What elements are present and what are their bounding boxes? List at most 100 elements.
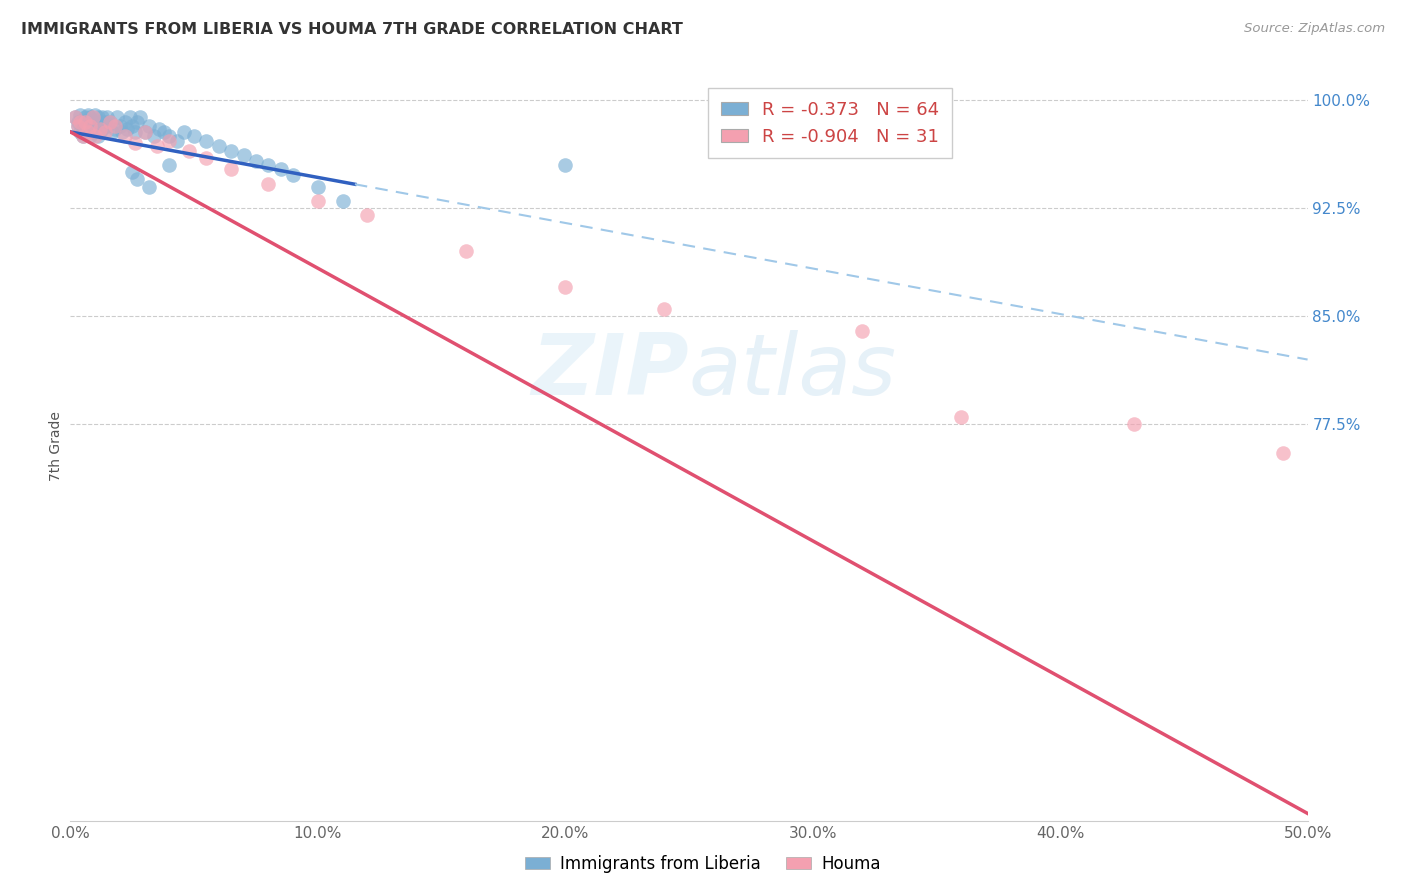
Point: [219, 144, 242, 158]
Point: [157, 134, 180, 148]
Point: [195, 151, 218, 165]
Point: [281, 168, 304, 182]
Point: [127, 115, 149, 129]
Point: [72, 129, 94, 144]
Point: [124, 136, 146, 151]
Point: [1271, 446, 1294, 460]
Point: [89, 122, 111, 136]
Point: [153, 125, 176, 139]
Point: [245, 153, 267, 168]
Point: [219, 162, 242, 177]
Point: [118, 111, 141, 125]
Point: [121, 165, 143, 179]
Legend: Immigrants from Liberia, Houma: Immigrants from Liberia, Houma: [519, 848, 887, 880]
Point: [257, 177, 280, 191]
Point: [101, 125, 124, 139]
Point: [65, 111, 87, 125]
Point: [1123, 417, 1146, 432]
Point: [115, 122, 138, 136]
Point: [82, 115, 104, 129]
Point: [84, 129, 107, 144]
Point: [79, 129, 101, 144]
Point: [134, 125, 156, 139]
Point: [138, 179, 160, 194]
Point: [104, 119, 127, 133]
Point: [307, 179, 329, 194]
Point: [148, 122, 170, 136]
Point: [94, 125, 117, 139]
Point: [456, 244, 478, 259]
Point: [89, 115, 111, 129]
Point: [114, 129, 136, 144]
Point: [111, 125, 134, 139]
Point: [76, 122, 98, 136]
Point: [69, 115, 91, 129]
Point: [98, 115, 121, 129]
Point: [76, 107, 98, 121]
Point: [124, 125, 146, 139]
Point: [66, 119, 89, 133]
Point: [108, 119, 131, 133]
Y-axis label: 7th Grade: 7th Grade: [49, 411, 63, 481]
Point: [105, 111, 128, 125]
Point: [66, 119, 89, 133]
Point: [65, 111, 87, 125]
Point: [104, 122, 127, 136]
Point: [82, 111, 104, 125]
Point: [72, 115, 94, 129]
Point: [356, 209, 378, 223]
Point: [134, 125, 156, 139]
Point: [195, 134, 218, 148]
Point: [127, 172, 149, 186]
Point: [76, 125, 98, 139]
Point: [307, 194, 329, 208]
Point: [91, 122, 114, 136]
Point: [94, 115, 117, 129]
Text: Source: ZipAtlas.com: Source: ZipAtlas.com: [1244, 22, 1385, 36]
Point: [652, 302, 675, 317]
Point: [72, 122, 94, 136]
Point: [75, 111, 97, 125]
Point: [332, 194, 354, 208]
Point: [257, 158, 280, 172]
Point: [128, 111, 150, 125]
Point: [89, 125, 111, 139]
Point: [69, 125, 91, 139]
Point: [84, 119, 107, 133]
Point: [79, 111, 101, 125]
Point: [96, 119, 118, 133]
Point: [143, 129, 166, 144]
Point: [166, 134, 188, 148]
Point: [851, 324, 873, 338]
Point: [177, 144, 200, 158]
Point: [96, 111, 118, 125]
Point: [183, 129, 205, 144]
Point: [75, 119, 97, 133]
Point: [79, 119, 101, 133]
Point: [157, 129, 180, 144]
Point: [554, 158, 576, 172]
Text: ZIP: ZIP: [531, 329, 689, 413]
Point: [232, 148, 254, 162]
Point: [554, 280, 576, 294]
Point: [208, 139, 231, 153]
Point: [270, 162, 292, 177]
Point: [72, 129, 94, 144]
Point: [86, 111, 108, 125]
Point: [84, 107, 107, 121]
Point: [950, 410, 973, 425]
Point: [157, 158, 180, 172]
Point: [82, 125, 104, 139]
Point: [75, 115, 97, 129]
Point: [91, 111, 114, 125]
Text: IMMIGRANTS FROM LIBERIA VS HOUMA 7TH GRADE CORRELATION CHART: IMMIGRANTS FROM LIBERIA VS HOUMA 7TH GRA…: [21, 22, 683, 37]
Point: [173, 125, 195, 139]
Point: [138, 119, 160, 133]
Legend: R = -0.373   N = 64, R = -0.904   N = 31: R = -0.373 N = 64, R = -0.904 N = 31: [709, 88, 952, 158]
Point: [121, 119, 143, 133]
Point: [69, 107, 91, 121]
Point: [98, 115, 121, 129]
Point: [86, 129, 108, 144]
Point: [114, 115, 136, 129]
Point: [66, 115, 89, 129]
